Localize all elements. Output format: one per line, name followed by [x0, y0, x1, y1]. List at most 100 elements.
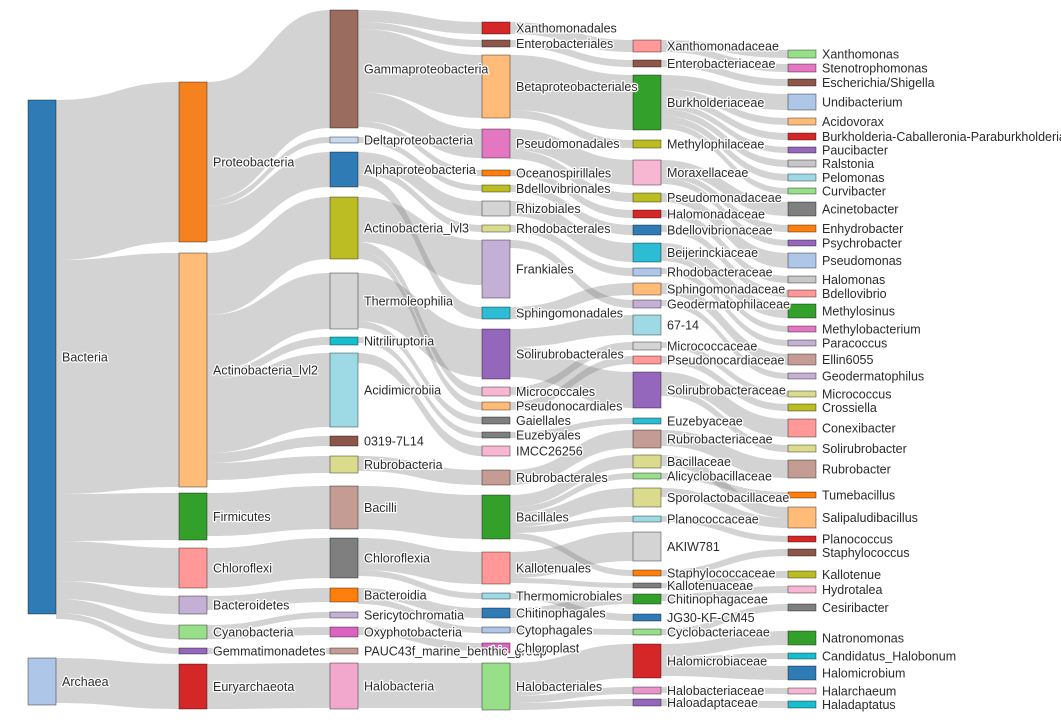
node-Undibacterium[interactable]: [787, 93, 817, 111]
node-Sporolactobacillaceae[interactable]: [632, 487, 662, 508]
link-Bdellovibrionales-to-Bdellovibrionaceae[interactable]: [510, 185, 633, 235]
node-Acinetobacter[interactable]: [787, 201, 817, 217]
node-Tumebacillus[interactable]: [787, 491, 817, 499]
node-Chitinophagaceae[interactable]: [632, 593, 662, 605]
link-Bacteria-to-Chloroflexi[interactable]: [56, 541, 179, 588]
node-Halomicrobiaceae[interactable]: [632, 643, 662, 679]
link-Burkholderiaceae-to-Curvibacter[interactable]: [661, 123, 788, 194]
node-Methylobacterium[interactable]: [787, 325, 817, 333]
node-Xanthomonas[interactable]: [787, 49, 817, 59]
link-Bacteria-to-Proteobacteria[interactable]: [56, 82, 179, 260]
link-Halomicrobiaceae-to-Natronomonas[interactable]: [661, 631, 788, 657]
link-Bacteroidetes-to-Bacteroidia[interactable]: [207, 588, 330, 610]
link-Actinobacteria_lvl2-to-Acidimicrobiia[interactable]: [207, 353, 330, 453]
node-Bacillales[interactable]: [481, 494, 511, 540]
node-Paucibacter[interactable]: [787, 146, 817, 154]
node-Enterobacteriales[interactable]: [481, 39, 511, 48]
link-Bacteria-to-Actinobacteria_lvl2[interactable]: [56, 253, 179, 494]
node-Kallotenue[interactable]: [787, 570, 817, 579]
link-Euzebyales-to-Euzebyaceae[interactable]: [510, 418, 633, 438]
node-Enterobacteriaceae[interactable]: [632, 59, 662, 68]
node-Cyanobacteria[interactable]: [178, 624, 208, 640]
link-Cyanobacteria-to-Sericytochromatia[interactable]: [207, 612, 330, 631]
link-Cyclobacteriaceae-to-Cesiribacter[interactable]: [661, 604, 788, 635]
node-Moraxellaceae[interactable]: [632, 159, 662, 186]
node-Frankiales[interactable]: [481, 239, 511, 299]
node-Micrococcus[interactable]: [787, 390, 817, 398]
link-Gammaproteobacteria-to-Xanthomonadales[interactable]: [358, 10, 482, 34]
link-Halobacteriaceae-to-Halarchaeum[interactable]: [661, 687, 788, 694]
node-Geodermatophilus[interactable]: [787, 372, 817, 380]
link-Archaea-to-Euryarchaeota[interactable]: [56, 658, 179, 709]
link-Geodermatophilaceae-to-Geodermatophilus[interactable]: [661, 300, 788, 379]
link-Haloadaptaceae-to-Haladaptatus[interactable]: [661, 699, 788, 708]
link-Proteobacteria-to-Deltaproteobacteria[interactable]: [207, 137, 330, 206]
link-Bacteroidia-to-Cytophagales[interactable]: [358, 598, 482, 633]
node-Rubrobacteriaceae[interactable]: [632, 429, 662, 449]
link-Alphaproteobacteria-to-Rhodobacterales[interactable]: [358, 167, 482, 232]
node-Actinobacteria_lvl3[interactable]: [329, 196, 359, 260]
link-Sporolactobacillaceae-to-Salipaludibacillus[interactable]: [661, 488, 788, 528]
node-Burkholderia-Caballeronia-Paraburkholderia[interactable]: [787, 132, 817, 141]
link-Bacillales-to-Bacillaceae[interactable]: [510, 455, 633, 507]
link-Bacillales-to-Planococcaceae[interactable]: [510, 516, 633, 533]
link-Moraxellaceae-to-Enhydrobacter[interactable]: [661, 172, 788, 232]
link-Alphaproteobacteria-to-Sphingomonadales[interactable]: [358, 174, 482, 319]
link-Gammaproteobacteria-to-Enterobacteriales[interactable]: [358, 22, 482, 47]
node-Rubrobacter[interactable]: [787, 459, 817, 479]
link-Pseudomonadales-to-Moraxellaceae[interactable]: [510, 129, 633, 185]
link-Halobacteriales-to-Halobacteriaceae[interactable]: [510, 687, 633, 703]
node-Gemmatimonadetes[interactable]: [178, 647, 208, 655]
node-Halomicrobium[interactable]: [787, 665, 817, 681]
link-Thermoleophilia-to-Solirubrobacterales[interactable]: [358, 273, 482, 377]
link-Planococcaceae-to-Planococcus[interactable]: [661, 516, 788, 542]
node-Euzebyaceae[interactable]: [632, 417, 662, 425]
link-Enterobacteriales-to-Enterobacteriaceae[interactable]: [510, 40, 633, 67]
node-Halomonadaceae[interactable]: [632, 209, 662, 219]
link-Micrococcales-to-Micrococcaceae[interactable]: [510, 342, 633, 395]
link-Gammaproteobacteria-to-Betaproteobacteriales[interactable]: [358, 29, 482, 118]
link-Chloroflexia-to-Kallotenuales[interactable]: [358, 538, 482, 584]
node-Pseudomonadales[interactable]: [481, 128, 511, 159]
node-Thermoleophilia[interactable]: [329, 272, 359, 330]
link-Oceanospirillales-to-Halomonadaceae[interactable]: [510, 170, 633, 218]
node-Haloadaptaceae[interactable]: [632, 698, 662, 707]
link-Pseudomonadaceae-to-Pseudomonas[interactable]: [661, 193, 788, 268]
link-Pseudonocardiales-to-Pseudonocardiaceae[interactable]: [510, 356, 633, 410]
node-Euryarchaeota[interactable]: [178, 663, 208, 710]
node-Conexibacter[interactable]: [787, 418, 817, 438]
node-Thermomicrobiales[interactable]: [481, 592, 511, 600]
node-Micrococcales[interactable]: [481, 386, 511, 397]
node-Proteobacteria[interactable]: [178, 81, 208, 243]
link-Actinobacteria_lvl2-to-Thermoleophilia[interactable]: [207, 273, 330, 371]
link-Alphaproteobacteria-to-Rhizobiales[interactable]: [358, 152, 482, 216]
node-Psychrobacter[interactable]: [787, 239, 817, 247]
link-Kallotenuaceae-to-Kallotenue[interactable]: [661, 571, 788, 588]
node-Acidovorax[interactable]: [787, 117, 817, 126]
link-Euryarchaeota-to-Halobacteria[interactable]: [207, 663, 330, 709]
node-Chloroflexi[interactable]: [178, 547, 208, 589]
node-Pseudomonas[interactable]: [787, 252, 817, 269]
node-Pseudomonadaceae[interactable]: [632, 192, 662, 203]
node-Cesiribacter[interactable]: [787, 603, 817, 612]
link-Bacillales-to-Sporolactobacillaceae[interactable]: [510, 488, 633, 527]
link-Xanthomonadales-to-Xanthomonadaceae[interactable]: [510, 22, 633, 52]
node-Xanthomonadales[interactable]: [481, 21, 511, 35]
node-Actinobacteria_lvl2[interactable]: [178, 252, 208, 488]
link-Xanthomonadaceae-to-Stenotrophomonas[interactable]: [661, 46, 788, 72]
link-Solirubrobacterales-to-Solirubrobacteraceae[interactable]: [510, 347, 633, 408]
node-Bdellovibrionaceae[interactable]: [632, 224, 662, 236]
link-Moraxellaceae-to-Acinetobacter[interactable]: [661, 160, 788, 216]
link-Burkholderiaceae-to-Paucibacter[interactable]: [661, 103, 788, 153]
node-Alphaproteobacteria[interactable]: [329, 151, 359, 188]
node-Archaea[interactable]: [27, 657, 57, 706]
node-AKIW781[interactable]: [632, 531, 662, 562]
link-Burkholderiaceae-to-Burkholderia-Caballeronia-Paraburkholderia[interactable]: [661, 96, 788, 140]
link-Actinobacteria_lvl3-to-Pseudonocardiales[interactable]: [358, 251, 482, 410]
node-Chloroflexia[interactable]: [329, 537, 359, 579]
link-Rhizobiales-to-Beijerinckiaceae[interactable]: [510, 201, 633, 262]
node-Stenotrophomonas[interactable]: [787, 63, 817, 73]
node-Sphingomonadales[interactable]: [481, 306, 511, 320]
node-Acidimicrobiia[interactable]: [329, 352, 359, 428]
node-IMCC26256[interactable]: [481, 445, 511, 457]
